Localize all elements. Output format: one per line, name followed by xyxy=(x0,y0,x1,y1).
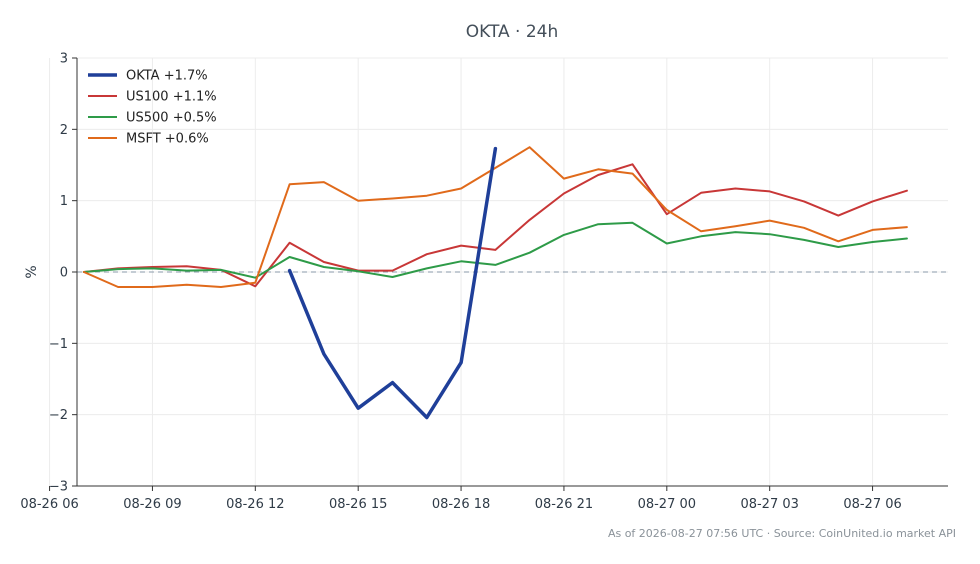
x-tick-label: 08-26 18 xyxy=(432,497,490,512)
series-line-okta xyxy=(287,146,498,420)
legend-label: OKTA +1.7% xyxy=(126,69,208,84)
x-tick-label: 08-27 03 xyxy=(740,497,798,512)
series-line-us100 xyxy=(82,163,908,288)
series-line-us500 xyxy=(82,221,908,279)
y-axis-ticks: −3 −2 −1 0 1 2 3 xyxy=(49,52,77,495)
x-tick-label: 08-27 00 xyxy=(638,497,696,512)
y-axis-label: % xyxy=(24,265,40,278)
chart-title: OKTA · 24h xyxy=(466,22,559,42)
y-tick-label: 1 xyxy=(60,194,68,209)
x-tick-label: 08-26 12 xyxy=(226,497,284,512)
y-tick-label: −3 xyxy=(49,480,68,495)
series-line-msft xyxy=(82,146,908,288)
legend-label: MSFT +0.6% xyxy=(126,132,209,147)
x-axis-ticks: 08-26 06 08-26 09 08-26 12 08-26 15 08-26 18… xyxy=(20,486,902,512)
x-tick-label: 08-27 06 xyxy=(843,497,901,512)
legend-label: US100 +1.1% xyxy=(126,90,217,105)
y-tick-label: 2 xyxy=(60,123,68,138)
y-tick-label: 0 xyxy=(60,266,68,281)
x-tick-label: 08-26 15 xyxy=(329,497,387,512)
y-tick-label: −2 xyxy=(49,408,68,423)
y-tick-label: 3 xyxy=(60,52,68,67)
x-tick-label: 08-26 21 xyxy=(535,497,593,512)
x-tick-label: 08-26 09 xyxy=(123,497,181,512)
series-lines xyxy=(82,146,908,420)
legend-label: US500 +0.5% xyxy=(126,111,217,126)
source-footer: As of 2026-08-27 07:56 UTC · Source: Coi… xyxy=(608,527,956,540)
y-tick-label: −1 xyxy=(49,337,68,352)
x-tick-label: 08-26 06 xyxy=(20,497,78,512)
legend: OKTA +1.7% US100 +1.1% US500 +0.5% MSFT +0.… xyxy=(88,69,217,147)
